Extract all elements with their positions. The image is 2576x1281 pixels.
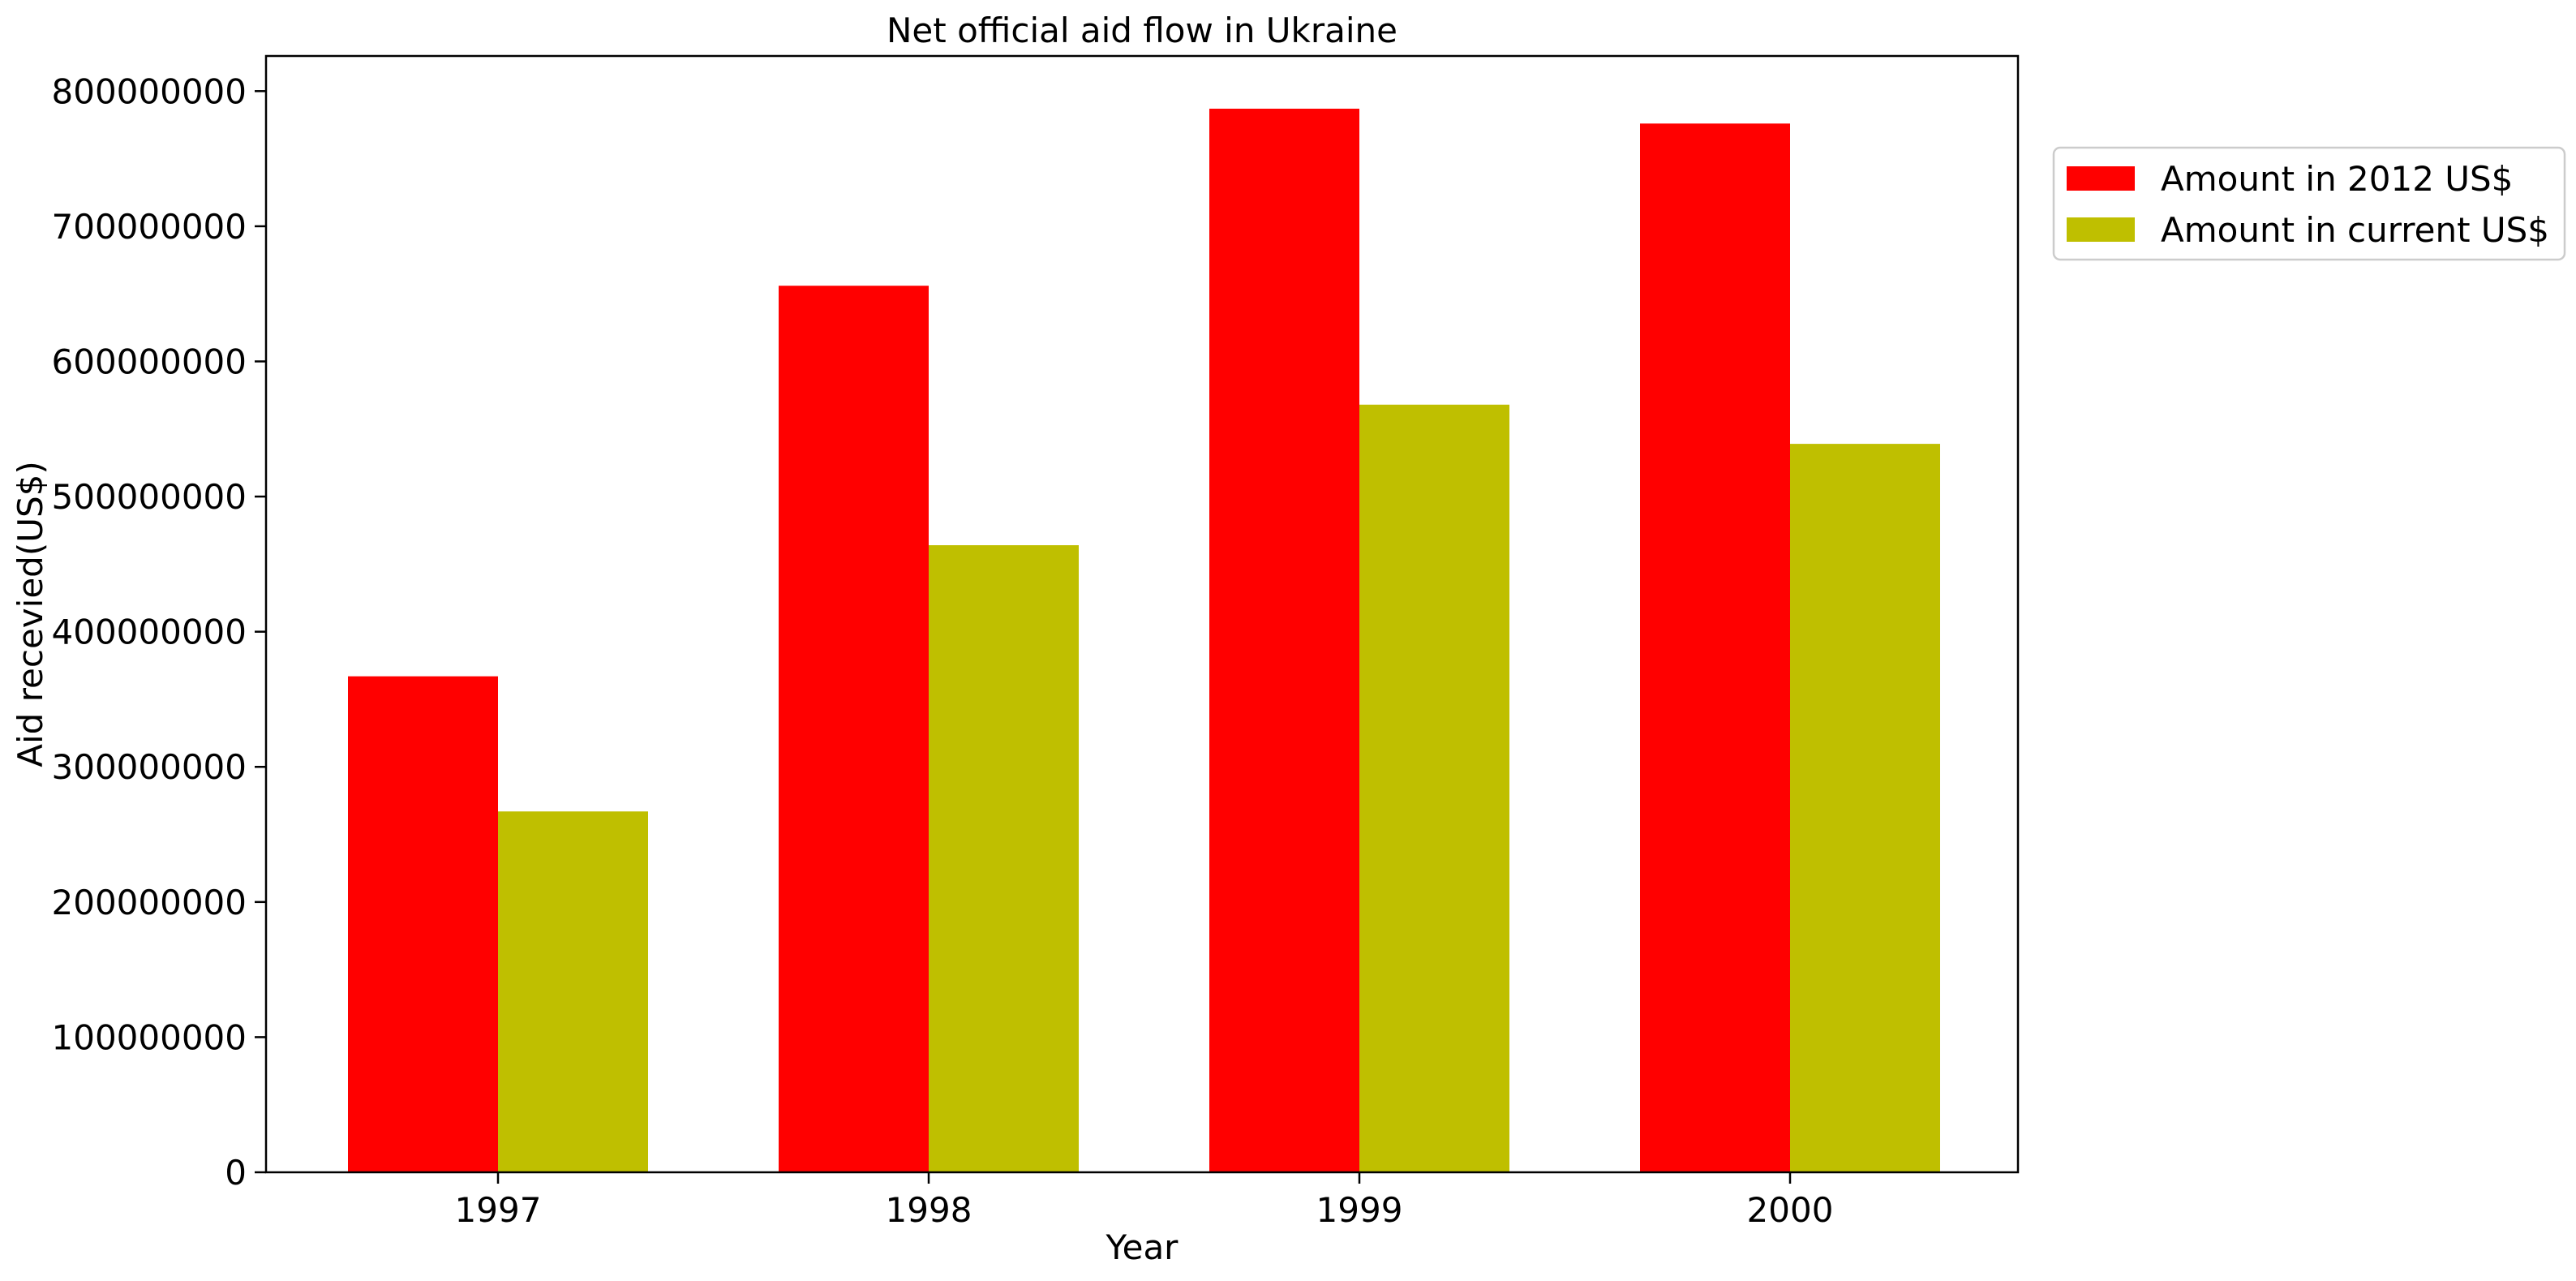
bar-amount-current-1997	[498, 811, 648, 1172]
legend-box	[2052, 146, 2566, 261]
y-tick-label: 100000000	[52, 1017, 247, 1057]
y-tick-label: 600000000	[52, 342, 247, 381]
legend-swatch-amount-current	[2067, 217, 2135, 242]
bar-amount-2012-1998	[779, 286, 929, 1172]
x-tick-label-1997: 1997	[455, 1190, 542, 1230]
plot-frame	[264, 54, 2020, 1174]
x-axis: 1997 1998 1999 2000	[455, 1172, 1834, 1230]
x-axis-label: Year	[1106, 1227, 1179, 1267]
legend-swatch-amount-2012	[2067, 166, 2135, 191]
y-axis: 0 100000000 200000000 300000000 400000000 500…	[52, 71, 266, 1193]
bar-amount-current-1999	[1359, 404, 1509, 1173]
x-tick-label-1998: 1998	[886, 1190, 972, 1230]
x-tick-label-1999: 1999	[1316, 1190, 1403, 1230]
plot-area	[348, 108, 1940, 1173]
y-tick-label: 200000000	[52, 883, 247, 922]
y-tick-label: 700000000	[52, 207, 247, 247]
legend-label-amount-current: Amount in current US$	[2161, 210, 2549, 250]
bar-amount-2012-1997	[348, 676, 498, 1172]
y-axis-label: Aid recevied(US$)	[11, 461, 50, 767]
legend: Amount in 2012 US$ Amount in current US$	[2052, 146, 2566, 261]
bar-amount-2012-2000	[1640, 123, 1790, 1173]
bar-amount-current-1998	[929, 545, 1079, 1172]
y-tick-label: 0	[225, 1153, 247, 1193]
bar-amount-current-2000	[1790, 444, 1940, 1172]
y-tick-label: 500000000	[52, 477, 247, 517]
y-tick-label: 400000000	[52, 613, 247, 652]
chart-title: Net official aid flow in Ukraine	[887, 11, 1397, 50]
bar-amount-2012-1999	[1209, 108, 1359, 1173]
y-tick-label: 800000000	[52, 71, 247, 111]
legend-label-amount-2012: Amount in 2012 US$	[2161, 159, 2513, 199]
y-tick-label: 300000000	[52, 747, 247, 787]
x-tick-label-2000: 2000	[1747, 1190, 1834, 1230]
